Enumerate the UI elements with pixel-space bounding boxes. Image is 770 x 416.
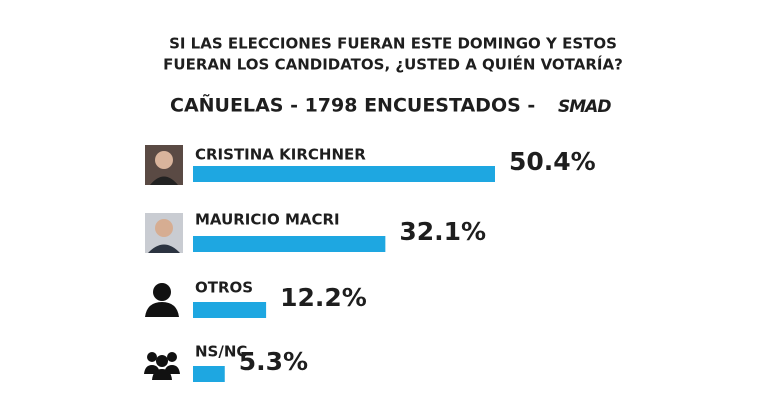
bar — [193, 302, 267, 318]
bar — [193, 366, 225, 382]
category-label: OTROS — [195, 279, 253, 297]
value-label: 50.4% — [509, 147, 596, 176]
value-label: 12.2% — [280, 283, 367, 312]
value-label: 5.3% — [239, 347, 308, 376]
photo-icon — [145, 145, 183, 185]
value-label: 32.1% — [399, 217, 486, 246]
bar — [193, 236, 386, 252]
title-line: FUERAN LOS CANDIDATOS, ¿USTED A QUIÉN VO… — [163, 55, 623, 74]
group-icon — [144, 352, 180, 380]
category-label: CRISTINA KIRCHNER — [195, 146, 366, 164]
person-icon — [145, 283, 179, 317]
photo-icon — [145, 213, 183, 253]
subtitle: CAÑUELAS - 1798 ENCUESTADOS - — [170, 93, 535, 117]
category-label: MAURICIO MACRI — [195, 211, 340, 229]
category-label: NS/NC — [195, 343, 247, 361]
title-line: SI LAS ELECCIONES FUERAN ESTE DOMINGO Y … — [169, 35, 617, 53]
bar — [193, 166, 495, 182]
logo: SMAD — [558, 97, 611, 117]
